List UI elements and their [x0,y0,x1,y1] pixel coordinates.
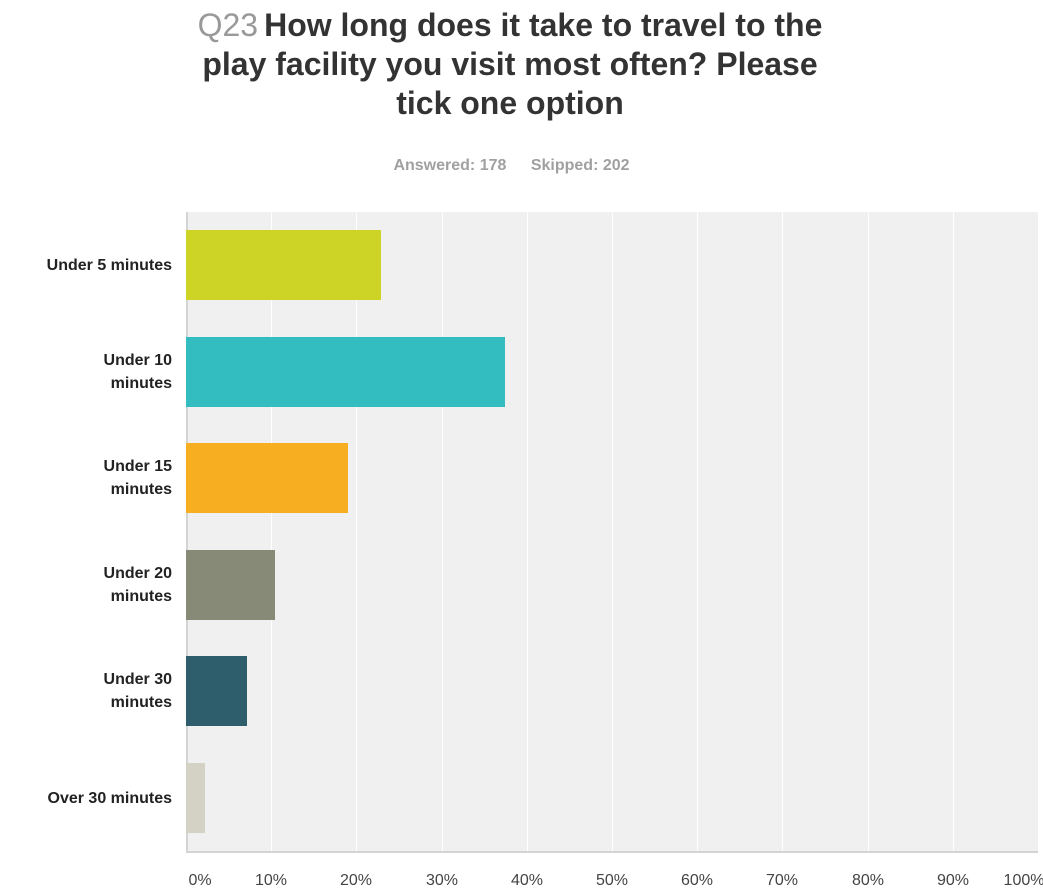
x-tick-label: 20% [339,872,373,889]
category-label-line: Under 15 [103,458,172,475]
bar[interactable] [186,763,205,833]
response-stats: Answered: 178 Skipped: 202 [0,157,1023,175]
x-tick-label: 50% [595,872,629,889]
category-label: Under 20 minutes [0,562,172,608]
bar[interactable] [186,443,348,513]
gridline [612,212,613,852]
gridline [953,212,954,852]
x-tick-label: 10% [254,872,288,889]
gridline [356,212,357,852]
category-label: Over 30 minutes [0,787,173,810]
category-label-line: minutes [110,481,172,498]
category-label-line: Over 30 minutes [47,790,173,807]
gridline [1038,212,1039,852]
category-label-line: minutes [110,375,172,392]
x-tick-label: 70% [765,872,799,889]
question-text-line-1: How long does it take to travel to the [264,7,823,43]
answered-count: Answered: 178 [393,157,507,174]
gridline [527,212,528,852]
question-title: Q23 How long does it take to travel to th… [140,6,880,123]
category-label-line: minutes [110,694,172,711]
category-label-line: Under 10 [103,352,172,369]
x-tick-label: 0% [188,872,212,889]
category-label: Under 5 minutes [0,254,172,277]
gridline [868,212,869,852]
category-label-line: Under 30 [103,671,172,688]
bar[interactable] [186,230,381,300]
bar[interactable] [186,550,275,620]
gridline [782,212,783,852]
x-tick-label: 80% [851,872,885,889]
gridline [271,212,272,852]
category-label-line: minutes [110,588,172,605]
question-text-line-3: tick one option [396,85,624,121]
x-tick-label: 30% [425,872,459,889]
category-label-line: Under 5 minutes [46,257,172,274]
question-text-line-2: play facility you visit most often? Plea… [202,46,818,82]
category-label-line: Under 20 [103,565,172,582]
x-tick-label: 100% [1003,872,1043,889]
chart-plot-area [186,212,1039,852]
category-label: Under 10 minutes [0,349,172,395]
question-number: Q23 [197,7,259,43]
gridline [442,212,443,852]
category-label: Under 30 minutes [0,668,172,714]
bar[interactable] [186,337,505,407]
category-label: Under 15 minutes [0,455,172,501]
bar[interactable] [186,656,247,726]
x-tick-label: 60% [680,872,714,889]
x-axis-line [186,851,1038,853]
y-axis-line [186,212,188,852]
x-tick-label: 40% [510,872,544,889]
gridline [697,212,698,852]
skipped-count: Skipped: 202 [530,157,630,174]
x-tick-label: 90% [936,872,970,889]
